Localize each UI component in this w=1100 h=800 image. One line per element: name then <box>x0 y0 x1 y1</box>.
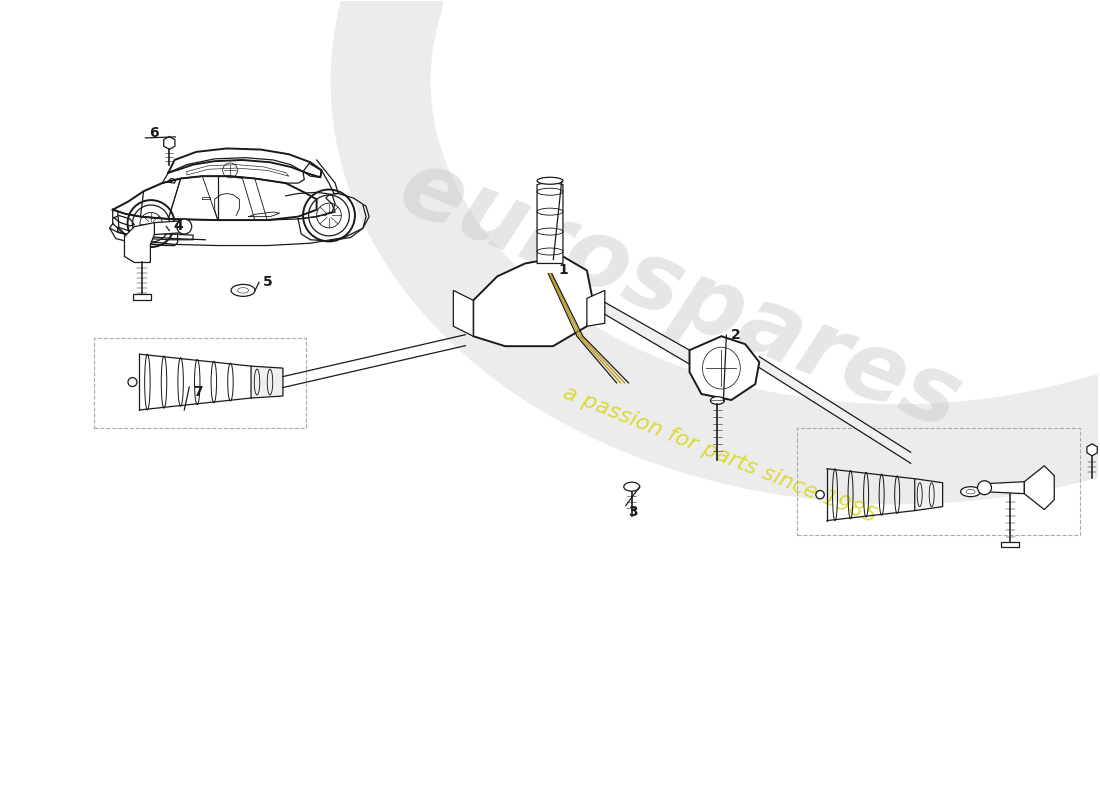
Text: 4: 4 <box>174 218 183 233</box>
Text: 6: 6 <box>150 126 160 140</box>
Polygon shape <box>124 222 154 262</box>
Polygon shape <box>453 290 473 336</box>
Ellipse shape <box>960 486 980 497</box>
Ellipse shape <box>231 285 255 296</box>
Polygon shape <box>984 482 1024 494</box>
Text: 2: 2 <box>732 328 741 342</box>
Polygon shape <box>1087 444 1098 456</box>
Text: 1: 1 <box>558 263 568 278</box>
Bar <box>133 294 152 300</box>
Polygon shape <box>759 357 911 463</box>
Bar <box>1001 542 1020 547</box>
Circle shape <box>978 481 991 494</box>
Polygon shape <box>605 302 690 364</box>
Circle shape <box>128 378 136 386</box>
Polygon shape <box>473 257 593 346</box>
Polygon shape <box>1024 466 1054 510</box>
Circle shape <box>177 219 191 234</box>
Text: 7: 7 <box>194 385 202 399</box>
Polygon shape <box>537 181 563 263</box>
Text: 5: 5 <box>263 275 273 290</box>
Ellipse shape <box>537 178 563 184</box>
Polygon shape <box>915 478 943 510</box>
Ellipse shape <box>711 397 725 404</box>
Polygon shape <box>251 366 283 398</box>
Polygon shape <box>154 221 185 234</box>
Ellipse shape <box>624 482 640 491</box>
Text: eurospares: eurospares <box>385 141 974 450</box>
Polygon shape <box>587 290 605 326</box>
Text: 3: 3 <box>628 505 637 518</box>
Circle shape <box>816 490 824 499</box>
Polygon shape <box>690 336 759 400</box>
Text: a passion for parts since 1985: a passion for parts since 1985 <box>560 382 879 527</box>
Polygon shape <box>164 137 175 150</box>
